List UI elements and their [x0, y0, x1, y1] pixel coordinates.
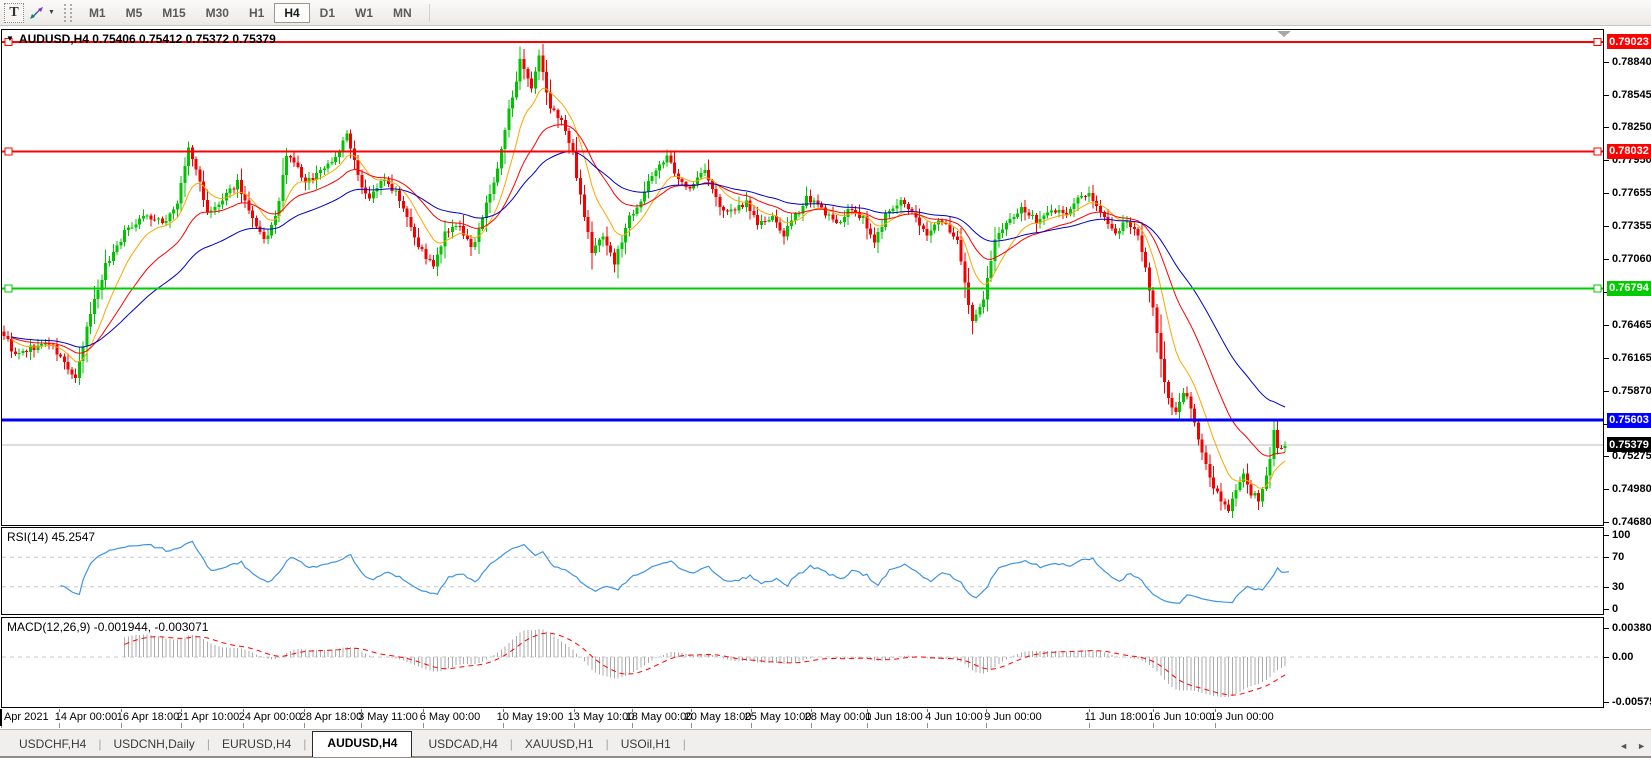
chart-title-text: AUDUSD,H4 0.75406 0.75412 0.75372 0.7537… — [18, 32, 276, 46]
price-chart-panel — [1, 29, 1604, 526]
draw-tools-button[interactable]: ▼ — [26, 3, 58, 23]
timeframe-button-m30[interactable]: M30 — [205, 5, 229, 20]
symbol-tab-bar: USDCHF,H4 | USDCNH,Daily | EURUSD,H4 | AUDUSD,… — [0, 729, 1651, 758]
rsi-canvas[interactable] — [2, 528, 1603, 614]
tab-separator: | — [98, 737, 102, 751]
timeframe-button-h4[interactable]: H4 — [274, 2, 310, 23]
macd-canvas[interactable] — [2, 618, 1603, 707]
tab-separator: | — [303, 737, 307, 751]
tab-audusd-h4[interactable]: AUDUSD,H4 — [312, 731, 413, 757]
tab-separator: | — [682, 737, 686, 751]
tab-xauusd-h1[interactable]: XAUUSD,H1 — [524, 737, 594, 751]
tab-eurusd-h4[interactable]: EURUSD,H4 — [221, 737, 292, 751]
timeframe-button-d1[interactable]: D1 — [319, 5, 335, 20]
tab-separator: | — [605, 737, 609, 751]
chevron-down-icon: ▼ — [48, 9, 55, 16]
tab-separator: | — [206, 737, 210, 751]
rsi-indicator-label: RSI(14) 45.2547 — [7, 530, 96, 544]
macd-panel — [1, 617, 1604, 708]
timeframe-group: M1 M5 M15 M30 H1 H4 D1 W1 MN — [79, 2, 422, 23]
tab-usdchf-h4[interactable]: USDCHF,H4 — [19, 737, 87, 751]
timeframe-button-w1[interactable]: W1 — [355, 5, 373, 20]
time-axis[interactable] — [0, 709, 1604, 728]
price-chart-canvas[interactable] — [2, 30, 1603, 525]
toolbar-separator — [428, 3, 430, 22]
chart-title: ▼ AUDUSD,H4 0.75406 0.75412 0.75372 0.75… — [6, 32, 276, 46]
tab-separator: | — [509, 737, 513, 751]
timeframe-button-m15[interactable]: M15 — [162, 5, 186, 20]
symbol-marker-icon: ▼ — [6, 34, 14, 43]
timeframe-button-m1[interactable]: M1 — [88, 5, 106, 20]
toolbar-grip[interactable] — [63, 3, 72, 22]
timeframe-button-m5[interactable]: M5 — [125, 5, 143, 20]
tab-usdcnh-daily[interactable]: USDCNH,Daily — [113, 737, 195, 751]
tab-scroll-left-icon[interactable]: ◄ — [1619, 741, 1629, 751]
tab-scroll-right-icon[interactable]: ► — [1637, 741, 1646, 751]
tab-scroll-arrows: ◄ ► — [1619, 741, 1646, 751]
tab-usoil-h1[interactable]: USOil,H1 — [620, 737, 671, 751]
tab-usdcad-h4[interactable]: USDCAD,H4 — [428, 737, 498, 751]
toolbar: T ▼ M1 M5 M15 M30 H1 H4 D1 W1 MN — [0, 0, 1651, 26]
draw-tools-icon — [30, 6, 43, 19]
text-tool-label: T — [9, 4, 19, 20]
macd-indicator-label: MACD(12,26,9) -0.001944, -0.003071 — [7, 620, 209, 634]
time-axis-left-edge — [0, 709, 2, 726]
price-axis[interactable] — [1605, 29, 1651, 708]
timeframe-button-h1[interactable]: H1 — [248, 5, 265, 20]
timeframe-button-mn[interactable]: MN — [393, 5, 412, 20]
rsi-panel — [1, 527, 1604, 615]
text-tool-button[interactable]: T — [4, 2, 24, 23]
